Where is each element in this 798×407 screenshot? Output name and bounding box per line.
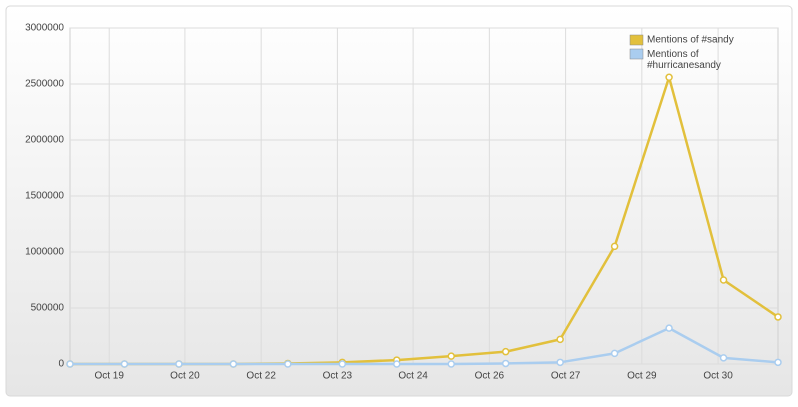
data-point	[501, 347, 510, 356]
chart-frame	[5, 5, 793, 397]
y-tick-label: 500000	[31, 303, 65, 314]
series-line	[70, 326, 779, 366]
legend-swatch	[629, 34, 644, 46]
y-tick-label: 1500000	[25, 191, 64, 202]
x-tick-label: Oct 24	[398, 371, 428, 382]
x-tick-label: Oct 27	[551, 371, 581, 382]
data-point	[175, 360, 183, 368]
x-tick-label: Oct 29	[627, 371, 657, 382]
data-point	[556, 358, 564, 367]
data-point	[610, 349, 619, 358]
x-tick-label: Oct 23	[323, 371, 353, 382]
x-tick-label: Oct 19	[94, 371, 124, 382]
x-tick-label: Oct 26	[475, 371, 505, 382]
data-point	[665, 73, 673, 82]
data-point	[229, 360, 238, 368]
data-point	[284, 360, 292, 368]
legend-swatch	[629, 48, 644, 60]
data-point	[338, 360, 347, 368]
y-tick-label: 3000000	[25, 23, 64, 34]
data-point	[774, 313, 782, 321]
x-tick-label: Oct 22	[246, 371, 276, 382]
data-point	[501, 359, 510, 368]
y-tick-label: 2000000	[25, 135, 64, 146]
x-tick-label: Oct 20	[170, 371, 200, 382]
data-point	[719, 354, 728, 362]
y-tick-label: 0	[58, 359, 64, 370]
data-point	[556, 335, 564, 344]
data-point	[66, 360, 74, 368]
data-point	[665, 324, 673, 332]
data-point	[774, 358, 782, 367]
legend-label: Mentions of #hurricanesandy	[647, 49, 721, 71]
x-tick-label: Oct 30	[703, 371, 733, 382]
data-point	[719, 276, 728, 284]
data-point	[393, 360, 401, 368]
data-point	[610, 242, 619, 251]
y-tick-label: 2500000	[25, 79, 64, 90]
data-point	[447, 360, 455, 368]
y-tick-label: 1000000	[25, 247, 64, 258]
data-point	[447, 352, 455, 360]
legend-label: Mentions of #sandy	[647, 35, 734, 46]
data-point	[120, 360, 129, 368]
